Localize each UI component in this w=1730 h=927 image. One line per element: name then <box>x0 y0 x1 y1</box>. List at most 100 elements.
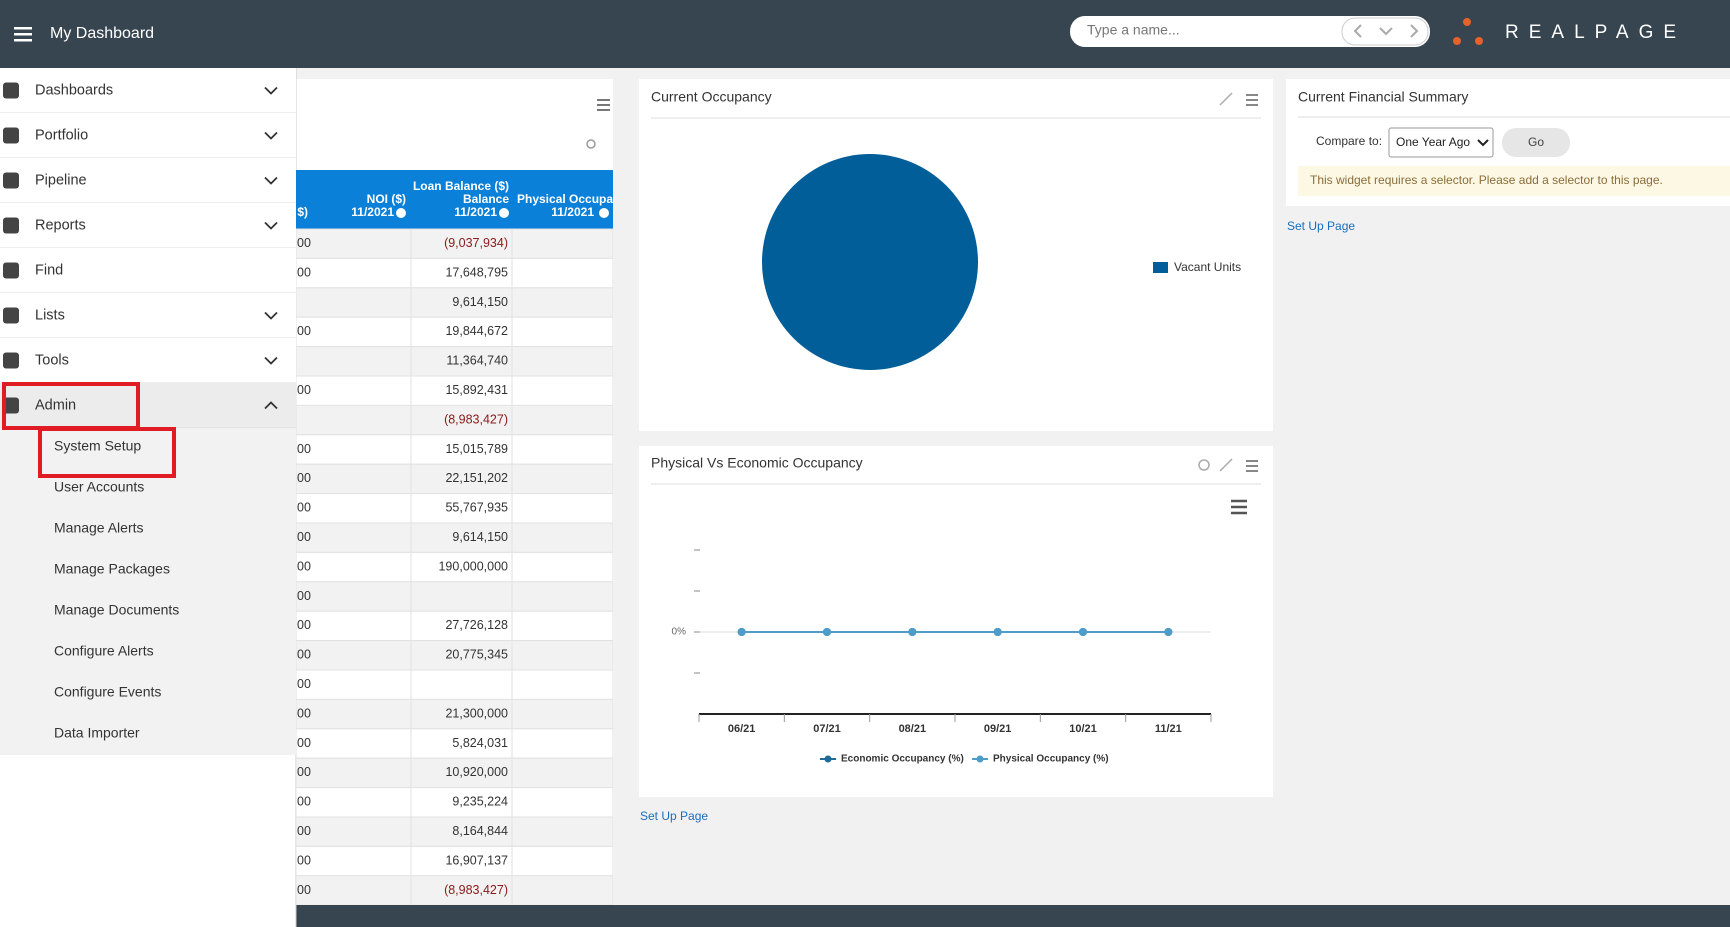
compare-value: One Year Ago <box>1396 135 1470 149</box>
column-header: Balance <box>463 192 509 206</box>
cell: 22,151,202 <box>445 471 508 485</box>
compare-select[interactable] <box>1388 127 1494 158</box>
menu-item[interactable] <box>0 338 296 383</box>
cell: 17,648,795 <box>445 265 508 279</box>
legend-marker <box>976 755 984 763</box>
bottom-bar <box>296 905 1730 927</box>
cell: 00 <box>297 236 311 250</box>
menu-item[interactable] <box>0 158 296 203</box>
cell: 00 <box>297 765 311 779</box>
column-header: 11/2021 <box>351 205 394 219</box>
table-header <box>296 170 613 229</box>
table-row <box>296 698 613 730</box>
table-row <box>296 551 613 583</box>
link[interactable]: Set Up Page <box>640 809 708 823</box>
menu-icon <box>3 352 19 369</box>
menu-item[interactable] <box>0 68 296 113</box>
cell: 15,015,789 <box>445 442 508 456</box>
submenu-item[interactable]: User Accounts <box>54 479 144 495</box>
submenu-item[interactable]: Manage Documents <box>54 602 179 618</box>
menu-label: Pipeline <box>35 172 87 188</box>
point <box>1079 628 1087 636</box>
chevron <box>264 176 278 185</box>
menu-item[interactable] <box>0 203 296 248</box>
column-header: 11/2021 <box>551 205 594 219</box>
widget-trend <box>639 446 1273 797</box>
chevron <box>264 311 278 320</box>
highlight-box <box>38 427 176 478</box>
cell: 55,767,935 <box>445 501 508 515</box>
help-icon <box>599 208 609 218</box>
cell: 9,235,224 <box>452 795 508 809</box>
cell: 00 <box>297 501 311 515</box>
search-icon <box>1198 459 1210 471</box>
legend-swatch <box>1153 262 1168 273</box>
hamburger[interactable] <box>14 27 32 42</box>
app-title: My Dashboard <box>50 25 154 42</box>
table-row <box>296 845 613 877</box>
table-row <box>296 816 613 847</box>
menu-icon <box>3 82 19 99</box>
x-tick-label: 08/21 <box>899 723 927 735</box>
menu-item[interactable] <box>0 293 296 338</box>
widget-title: Current Financial Summary <box>1298 89 1468 105</box>
submenu-item[interactable]: Configure Alerts <box>54 643 154 659</box>
point <box>908 628 917 636</box>
table-row <box>296 875 613 905</box>
help-icon <box>396 208 406 218</box>
cell: 19,844,672 <box>445 324 508 338</box>
go-label[interactable]: Go <box>1528 135 1544 149</box>
cell: 00 <box>297 589 311 603</box>
column-header: Physical Occupan <box>517 192 620 206</box>
cell: 00 <box>297 648 311 662</box>
menu-item[interactable] <box>0 248 296 293</box>
cell: (9,037,934) <box>444 236 508 250</box>
y-tick-label: 0% <box>672 627 687 638</box>
menu-item[interactable] <box>0 383 296 428</box>
search-box[interactable] <box>1070 16 1430 47</box>
menu-label: Dashboards <box>35 82 113 98</box>
submenu-item[interactable]: Configure Events <box>54 684 161 700</box>
cell: 00 <box>297 883 311 897</box>
x-tick-label: 09/21 <box>984 723 1012 735</box>
submenu-item[interactable]: Data Importer <box>54 725 140 741</box>
cell: 00 <box>297 530 311 544</box>
table-row <box>296 522 613 553</box>
cell: 11,364,740 <box>446 354 508 368</box>
table-row <box>296 287 613 318</box>
cell: 00 <box>297 471 311 485</box>
column-header: NOI ($) <box>367 192 406 206</box>
point <box>737 628 746 636</box>
cell: 00 <box>297 795 311 809</box>
chevron <box>264 401 278 410</box>
x-tick-label: 06/21 <box>728 723 756 735</box>
menu-icon <box>3 127 19 144</box>
top-bar <box>0 0 1730 68</box>
link[interactable]: Set Up Page <box>1287 219 1355 233</box>
submenu-item[interactable]: Manage Packages <box>54 561 170 577</box>
cell: 00 <box>297 706 311 720</box>
nav-buttons[interactable] <box>1341 17 1429 46</box>
widget-title: Current Occupancy <box>651 89 772 105</box>
menu-label: Find <box>35 262 63 278</box>
table-row <box>296 787 613 818</box>
point <box>993 628 1002 636</box>
submenu-item[interactable]: Manage Alerts <box>54 520 144 536</box>
cell: 21,300,000 <box>445 706 508 720</box>
go-button[interactable] <box>1502 128 1570 157</box>
submenu-item[interactable]: System Setup <box>54 438 141 454</box>
menu-icon <box>3 397 19 414</box>
table-row <box>296 493 613 524</box>
table-row <box>296 581 613 612</box>
expand-icon <box>1219 92 1233 106</box>
cell: 5,824,031 <box>452 736 508 750</box>
menu-icon <box>3 217 19 234</box>
legend-marker <box>824 755 832 763</box>
menu-label: Portfolio <box>35 127 88 143</box>
menu-item[interactable] <box>0 113 296 158</box>
cell: 00 <box>297 324 311 338</box>
cell: 00 <box>297 559 311 573</box>
table-row <box>296 610 613 642</box>
table-row <box>296 669 613 700</box>
